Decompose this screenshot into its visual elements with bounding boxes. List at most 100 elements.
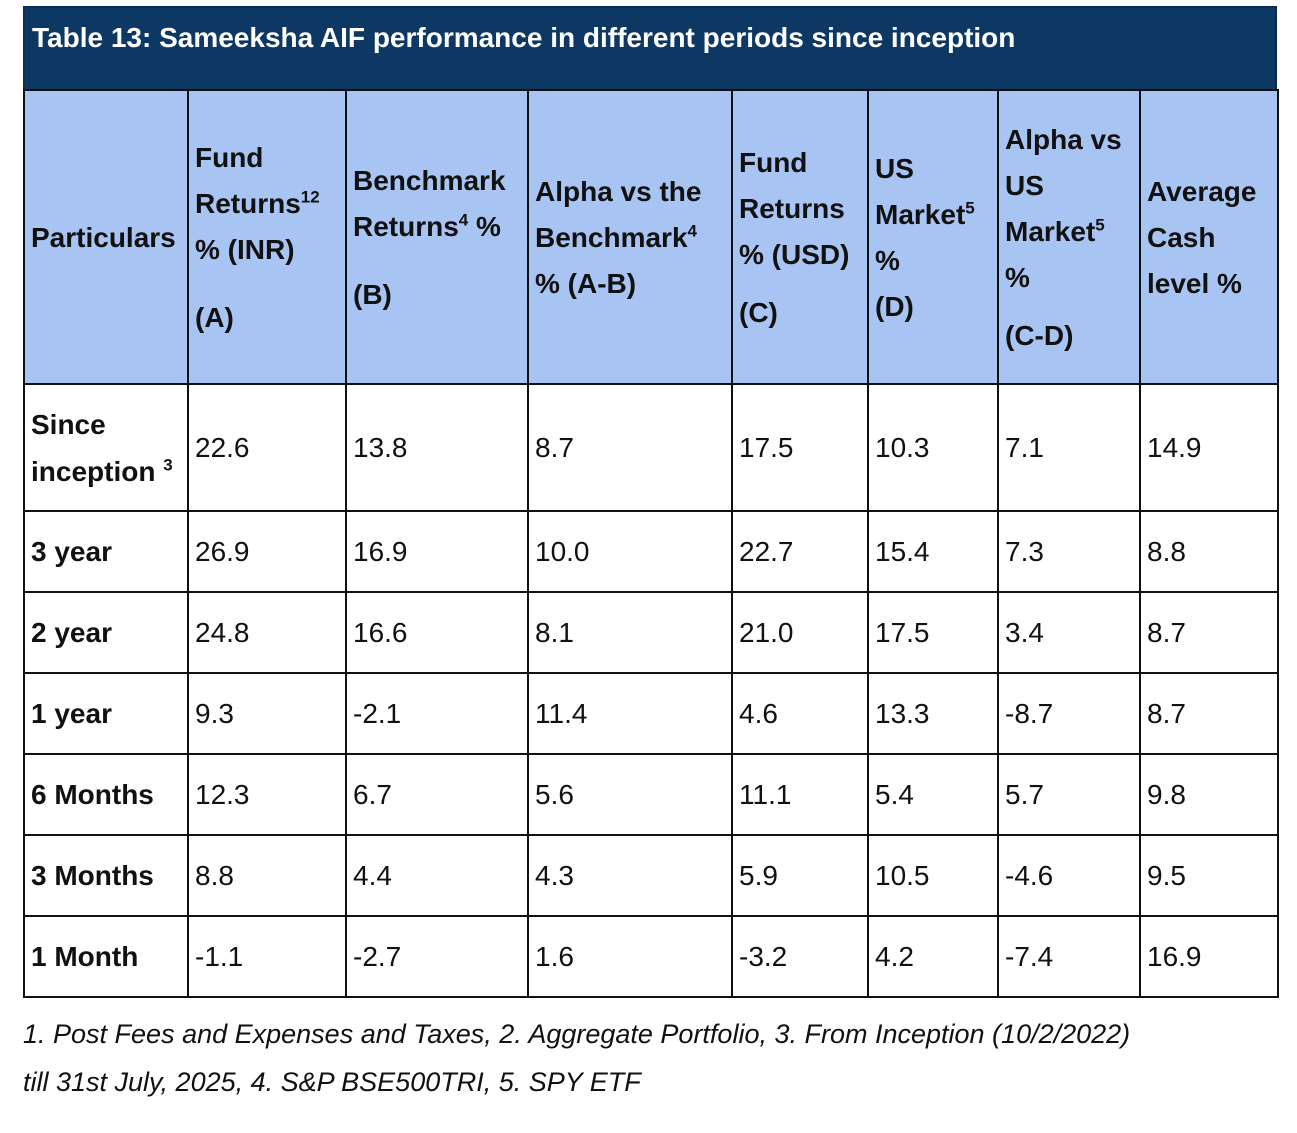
header-text: Market: [875, 199, 966, 230]
cell-fund-returns-usd: -3.2: [731, 915, 869, 998]
header-text: (D): [875, 291, 914, 322]
cell-alpha-vs-us-market: 3.4: [997, 591, 1141, 674]
performance-table-container: Table 13: Sameeksha AIF performance in d…: [23, 6, 1279, 998]
cell-alpha-vs-benchmark: 1.6: [527, 915, 733, 998]
header-text: Average: [1147, 176, 1257, 207]
cell-average-cash-level: 8.7: [1139, 672, 1279, 755]
row-label-6-months: 6 Months: [23, 753, 189, 836]
table-row: 2 year 24.8 16.6 8.1 21.0 17.5 3.4 8.7: [23, 591, 1279, 674]
header-alpha-vs-us-market: Alpha vs US Market5 % (C-D): [997, 89, 1141, 385]
cell-average-cash-level: 8.7: [1139, 591, 1279, 674]
header-text: Fund: [195, 142, 264, 173]
header-text: US: [875, 153, 914, 184]
cell-fund-returns-usd: 21.0: [731, 591, 869, 674]
header-text: %: [875, 245, 900, 276]
cell-us-market: 10.5: [867, 834, 999, 917]
row-label-3-months: 3 Months: [23, 834, 189, 917]
header-text: Returns: [195, 188, 301, 219]
cell-alpha-vs-us-market: 5.7: [997, 753, 1141, 836]
header-text: [1005, 301, 1133, 313]
header-fund-returns-usd: Fund Returns % (USD) (C): [731, 89, 869, 385]
table-row: Since inception 3 22.6 13.8 8.7 17.5 10.…: [23, 383, 1279, 512]
superscript-note: 5: [965, 198, 975, 218]
header-text: Returns: [739, 193, 845, 224]
header-text: % (A-B): [535, 268, 637, 299]
header-text: % (USD): [739, 239, 850, 270]
header-text: level %: [1147, 268, 1242, 299]
superscript-note: 12: [300, 187, 320, 207]
cell-us-market: 13.3: [867, 672, 999, 755]
cell-fund-returns-inr: 24.8: [187, 591, 347, 674]
cell-alpha-vs-us-market: 7.3: [997, 510, 1141, 593]
header-text: %: [1005, 262, 1030, 293]
header-text: Since: [31, 408, 106, 440]
header-text: Benchmark: [535, 222, 688, 253]
cell-benchmark-returns: 6.7: [345, 753, 529, 836]
row-label-2-year: 2 year: [23, 591, 189, 674]
cell-fund-returns-inr: -1.1: [187, 915, 347, 998]
header-text: Alpha vs the: [535, 176, 702, 207]
cell-alpha-vs-benchmark: 5.6: [527, 753, 733, 836]
header-text: [195, 273, 339, 295]
row-label-since-inception: Since inception 3: [23, 383, 189, 512]
cell-alpha-vs-benchmark: 11.4: [527, 672, 733, 755]
header-alpha-vs-benchmark: Alpha vs the Benchmark4 % (A-B): [527, 89, 733, 385]
header-text: inception: [31, 455, 156, 487]
header-text: Alpha vs: [1005, 124, 1122, 155]
header-text: Market: [1005, 216, 1096, 247]
header-average-cash-level: Average Cash level %: [1139, 89, 1279, 385]
table-row: 3 Months 8.8 4.4 4.3 5.9 10.5 -4.6 9.5: [23, 834, 1279, 917]
table-title: Table 13: Sameeksha AIF performance in d…: [23, 6, 1277, 89]
header-text: (C-D): [1005, 320, 1074, 351]
superscript-note: 4: [458, 210, 469, 230]
superscript-note: 4: [687, 221, 697, 241]
cell-alpha-vs-us-market: -7.4: [997, 915, 1141, 998]
header-text: Returns: [353, 211, 459, 242]
footnote-line-1: 1. Post Fees and Expenses and Taxes, 2. …: [23, 1019, 1131, 1049]
header-text: Fund: [739, 147, 808, 178]
cell-alpha-vs-benchmark: 8.7: [527, 383, 733, 512]
cell-benchmark-returns: -2.1: [345, 672, 529, 755]
superscript-note: 3: [163, 455, 173, 475]
cell-alpha-vs-us-market: -8.7: [997, 672, 1141, 755]
cell-benchmark-returns: 4.4: [345, 834, 529, 917]
superscript-note: 5: [1095, 215, 1105, 235]
table-row: 6 Months 12.3 6.7 5.6 11.1 5.4 5.7 9.8: [23, 753, 1279, 836]
cell-fund-returns-usd: 4.6: [731, 672, 869, 755]
cell-fund-returns-inr: 26.9: [187, 510, 347, 593]
table-row: 3 year 26.9 16.9 10.0 22.7 15.4 7.3 8.8: [23, 510, 1279, 593]
header-text: Benchmark: [353, 165, 506, 196]
row-label-1-year: 1 year: [23, 672, 189, 755]
cell-benchmark-returns: 16.9: [345, 510, 529, 593]
performance-table: Particulars Fund Returns12 % (INR) (A) B…: [23, 89, 1279, 998]
header-us-market: US Market5 % (D): [867, 89, 999, 385]
header-text: Particulars: [31, 222, 176, 253]
cell-us-market: 15.4: [867, 510, 999, 593]
cell-fund-returns-usd: 11.1: [731, 753, 869, 836]
row-label-3-year: 3 year: [23, 510, 189, 593]
header-text: [739, 278, 861, 290]
cell-average-cash-level: 8.8: [1139, 510, 1279, 593]
header-benchmark-returns: Benchmark Returns4 % (B): [345, 89, 529, 385]
cell-fund-returns-inr: 9.3: [187, 672, 347, 755]
cell-us-market: 4.2: [867, 915, 999, 998]
header-text: (B): [353, 279, 392, 310]
cell-fund-returns-usd: 5.9: [731, 834, 869, 917]
footnote: 1. Post Fees and Expenses and Taxes, 2. …: [23, 1010, 1283, 1106]
cell-alpha-vs-benchmark: 4.3: [527, 834, 733, 917]
header-text: (A): [195, 302, 234, 333]
cell-alpha-vs-benchmark: 10.0: [527, 510, 733, 593]
header-particulars: Particulars: [23, 89, 189, 385]
cell-benchmark-returns: -2.7: [345, 915, 529, 998]
header-text: [353, 250, 521, 272]
cell-fund-returns-inr: 22.6: [187, 383, 347, 512]
cell-alpha-vs-us-market: 7.1: [997, 383, 1141, 512]
cell-fund-returns-inr: 8.8: [187, 834, 347, 917]
cell-benchmark-returns: 16.6: [345, 591, 529, 674]
header-text: (C): [739, 297, 778, 328]
footnote-line-2: till 31st July, 2025, 4. S&P BSE500TRI, …: [23, 1067, 641, 1097]
cell-alpha-vs-benchmark: 8.1: [527, 591, 733, 674]
header-fund-returns-inr: Fund Returns12 % (INR) (A): [187, 89, 347, 385]
cell-fund-returns-usd: 17.5: [731, 383, 869, 512]
cell-average-cash-level: 9.5: [1139, 834, 1279, 917]
